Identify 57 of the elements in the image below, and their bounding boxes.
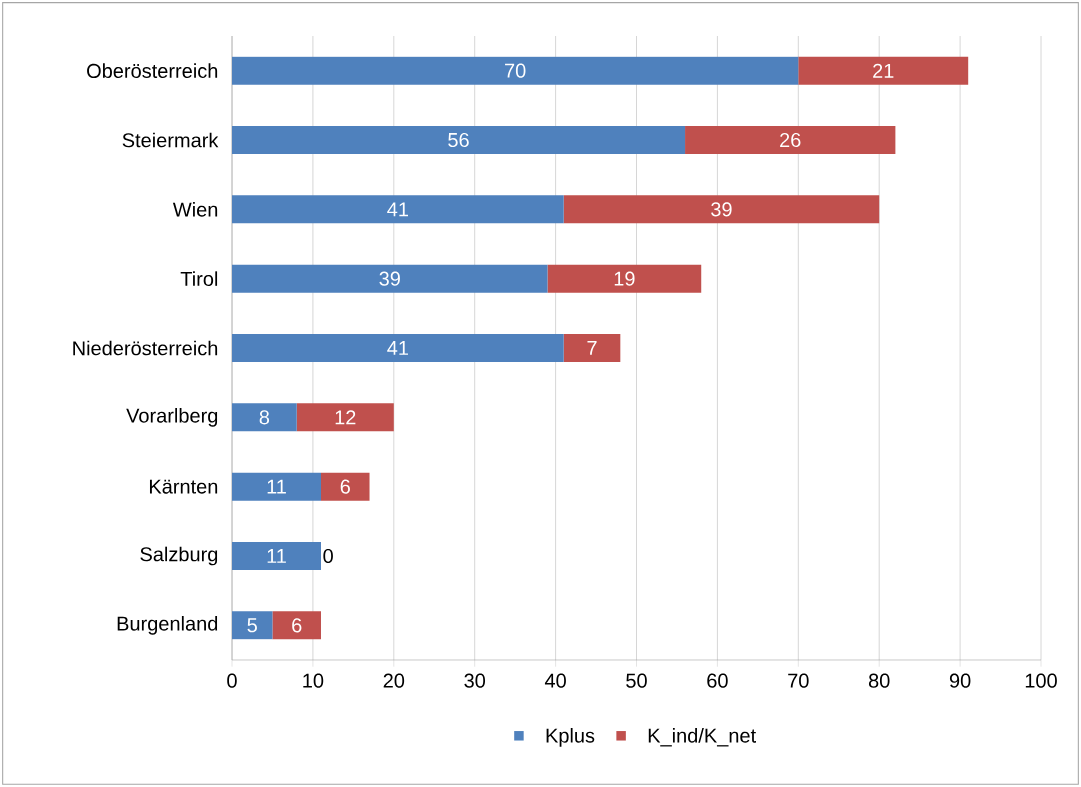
y-tick-label: Oberösterreich bbox=[87, 63, 218, 79]
data-label: 5 bbox=[247, 618, 257, 633]
data-label: 11 bbox=[267, 549, 286, 563]
data-label: 41 bbox=[387, 341, 408, 355]
data-label: 26 bbox=[780, 132, 801, 148]
data-label: 6 bbox=[292, 618, 302, 633]
y-tick-label: Salzburg bbox=[140, 546, 218, 566]
data-label: 56 bbox=[448, 132, 469, 148]
bar bbox=[232, 611, 273, 640]
y-tick-label: Niederösterreich bbox=[73, 340, 218, 356]
y-tick-label: Tirol bbox=[180, 271, 218, 286]
data-label: 8 bbox=[259, 410, 270, 425]
x-tick-label: 90 bbox=[949, 673, 971, 688]
x-tick-label: 30 bbox=[464, 673, 486, 688]
data-label: 12 bbox=[335, 410, 356, 425]
data-label: 70 bbox=[505, 63, 526, 78]
bar bbox=[232, 403, 297, 432]
bar bbox=[563, 195, 880, 224]
legend-label: K_ind/K_net bbox=[648, 728, 756, 747]
x-tick-label: 40 bbox=[544, 673, 566, 688]
bar bbox=[685, 126, 896, 155]
data-label: 39 bbox=[711, 202, 732, 217]
bar bbox=[232, 264, 548, 293]
x-tick-label: 0 bbox=[227, 673, 237, 688]
x-tick-label: 10 bbox=[303, 673, 324, 688]
data-label: 39 bbox=[379, 271, 400, 286]
bar bbox=[232, 126, 686, 155]
bar bbox=[232, 334, 564, 362]
data-label: 7 bbox=[587, 341, 597, 355]
x-tick-label: 100 bbox=[1025, 673, 1057, 688]
bar bbox=[296, 403, 394, 432]
y-tick-label: Steiermark bbox=[122, 132, 219, 148]
x-tick-label: 80 bbox=[868, 673, 890, 688]
bar bbox=[232, 472, 321, 501]
data-label: 19 bbox=[614, 271, 635, 286]
y-tick-label: Kärnten bbox=[149, 479, 218, 494]
y-tick-label: Burgenland bbox=[117, 616, 218, 635]
bar bbox=[798, 56, 969, 85]
data-label: 21 bbox=[873, 63, 894, 78]
x-tick-label: 50 bbox=[626, 673, 647, 688]
y-tick-label: Wien bbox=[172, 201, 218, 217]
bar bbox=[232, 542, 321, 570]
data-label: 0 bbox=[323, 548, 333, 564]
bar bbox=[232, 195, 564, 224]
bar bbox=[232, 56, 799, 85]
x-tick-label: 70 bbox=[788, 673, 809, 688]
legend-label: Kplus bbox=[546, 728, 595, 747]
data-label: 11 bbox=[267, 479, 286, 494]
bar bbox=[563, 334, 621, 362]
data-label: 6 bbox=[340, 479, 350, 494]
data-label: 41 bbox=[387, 202, 408, 217]
x-tick-label: 20 bbox=[383, 673, 405, 688]
bar bbox=[320, 472, 370, 501]
bar bbox=[272, 611, 321, 640]
y-tick-label: Vorarlberg bbox=[126, 408, 218, 427]
x-tick-label: 60 bbox=[707, 673, 728, 688]
bar bbox=[547, 264, 702, 293]
